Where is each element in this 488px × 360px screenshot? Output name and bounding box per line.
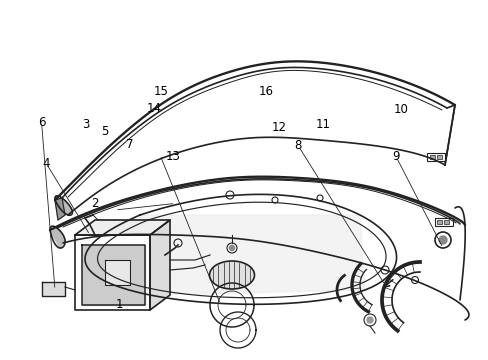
Polygon shape [75,220,170,235]
Text: 13: 13 [166,150,181,163]
Bar [436,220,441,224]
Text: 9: 9 [391,150,399,163]
Text: 12: 12 [271,121,285,134]
Bar [426,153,444,161]
Bar [436,155,441,159]
Text: 10: 10 [393,103,407,116]
Circle shape [438,236,446,244]
Text: 3: 3 [81,118,89,131]
Polygon shape [42,282,65,296]
Bar [434,218,452,226]
Ellipse shape [209,261,254,289]
Polygon shape [50,228,65,248]
Text: 7: 7 [125,138,133,150]
Text: 15: 15 [154,85,168,98]
Text: 16: 16 [259,85,273,98]
Text: 11: 11 [315,118,329,131]
Polygon shape [150,220,170,310]
Text: 5: 5 [101,125,109,138]
Polygon shape [55,198,72,215]
Text: 6: 6 [38,116,45,129]
Circle shape [366,317,372,323]
Text: 14: 14 [146,102,161,114]
Bar [429,155,434,159]
Polygon shape [105,260,130,285]
Text: 4: 4 [42,157,50,170]
Text: 8: 8 [294,139,302,152]
Polygon shape [82,245,145,305]
Polygon shape [75,235,150,310]
Polygon shape [55,198,65,220]
Bar [443,220,448,224]
Circle shape [229,246,234,251]
Polygon shape [140,215,364,295]
Text: 1: 1 [116,298,123,311]
Text: 2: 2 [91,197,99,210]
